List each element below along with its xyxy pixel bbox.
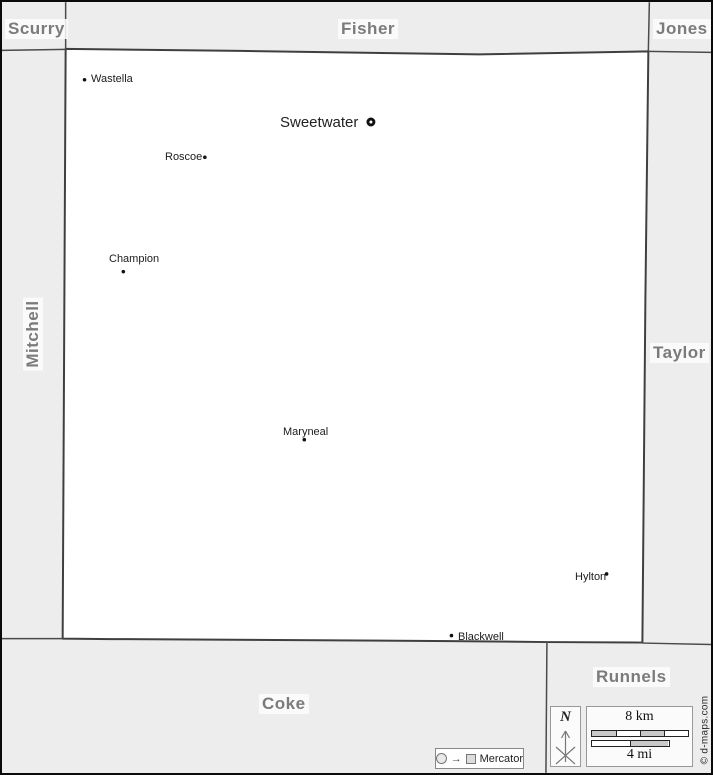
- neighbor-label-scurry: Scurry: [5, 19, 68, 39]
- globe-icon: [436, 753, 447, 764]
- projection-label: Mercator: [479, 752, 523, 765]
- dot-champion: [121, 269, 126, 274]
- county-seat-marker: [366, 117, 376, 127]
- scale-seg: [630, 741, 668, 746]
- neighbor-label-mitchell: Mitchell: [23, 297, 43, 371]
- scale-bar-box: 8 km 4 mi: [586, 706, 693, 767]
- scale-seg: [592, 741, 630, 746]
- town-dots: [82, 77, 609, 638]
- town-label-roscoe: Roscoe: [165, 151, 203, 163]
- county-seat-label: Sweetwater: [280, 114, 359, 131]
- neighbor-label-runnels: Runnels: [593, 667, 670, 687]
- credit-text: © d-maps.com: [699, 695, 711, 765]
- town-label-champion: Champion: [109, 253, 160, 265]
- neighbor-label-coke: Coke: [259, 694, 309, 714]
- town-label-maryneal: Maryneal: [283, 426, 329, 438]
- projection-box: → Mercator: [435, 748, 524, 769]
- north-arrow-icon: [555, 730, 576, 765]
- neighbor-label-jones: Jones: [653, 19, 711, 39]
- neighbor-label-fisher: Fisher: [338, 19, 399, 39]
- scale-km-label: 8 km: [625, 709, 654, 724]
- scale-seg: [664, 731, 688, 736]
- dot-maryneal: [302, 437, 307, 442]
- scale-seg: [616, 731, 640, 736]
- scale-mi-label: 4 mi: [626, 747, 653, 762]
- county-shape: [61, 47, 650, 644]
- scale-bar-km: [591, 730, 689, 737]
- dot-blackwell: [449, 633, 454, 638]
- scale-bar-mi: [591, 740, 670, 747]
- town-label-wastella: Wastella: [91, 73, 133, 85]
- dot-roscoe: [203, 155, 207, 160]
- dot-hylton: [604, 572, 609, 576]
- north-arrow-box: N: [550, 706, 581, 767]
- town-label-blackwell: Blackwell: [458, 631, 504, 643]
- scale-seg: [592, 731, 616, 736]
- scale-seg: [640, 731, 664, 736]
- dot-wastella: [82, 77, 87, 82]
- arrow-right-icon: →: [450, 752, 462, 765]
- town-label-hylton: Hylton: [575, 571, 607, 583]
- neighbor-label-taylor: Taylor: [650, 343, 709, 363]
- north-label: N: [560, 709, 571, 725]
- flat-map-icon: [465, 753, 476, 764]
